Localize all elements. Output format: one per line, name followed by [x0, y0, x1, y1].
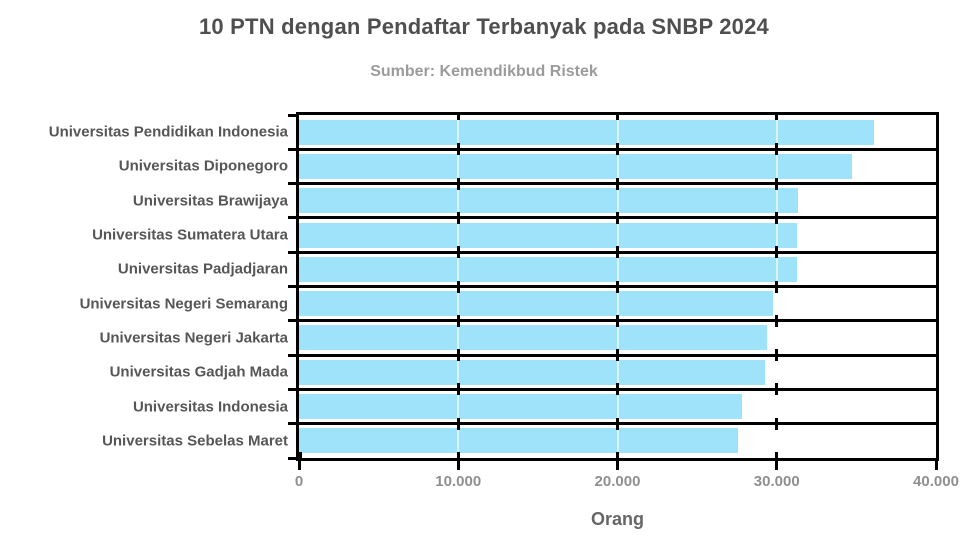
- x-tick-label: 10.000: [435, 473, 482, 490]
- bar: [299, 325, 768, 351]
- bar: [299, 256, 798, 282]
- tick-cross: [456, 349, 460, 362]
- x-tick-label: 40.000: [913, 473, 959, 490]
- tick-cross: [616, 452, 619, 458]
- y-tick-mark: [288, 353, 296, 357]
- tick-cross: [616, 246, 619, 259]
- bar: [299, 153, 852, 179]
- y-tick-mark: [288, 147, 296, 151]
- plot-area: [296, 112, 939, 461]
- category-label: Universitas Pendidikan Indonesia: [48, 123, 288, 141]
- tick-cross: [456, 246, 460, 259]
- category-label: Universitas Indonesia: [132, 398, 288, 416]
- chart-title: 10 PTN dengan Pendaftar Terbanyak pada S…: [199, 14, 769, 39]
- x-tick-label: 30.000: [753, 473, 800, 490]
- bar: [299, 394, 742, 420]
- tick-cross: [456, 452, 460, 458]
- tick-cross: [456, 211, 460, 224]
- y-tick-mark: [288, 250, 296, 254]
- x-tick-mark: [297, 461, 301, 470]
- tick-cross: [775, 211, 779, 224]
- bar: [299, 119, 874, 145]
- x-tick-label: 0: [294, 473, 304, 490]
- tick-cross: [456, 115, 460, 120]
- category-label: Universitas Gadjah Mada: [109, 363, 288, 381]
- x-tick-mark: [456, 461, 460, 470]
- tick-cross: [616, 177, 619, 190]
- bar: [299, 359, 765, 385]
- tick-cross: [775, 280, 779, 293]
- bar: [299, 222, 798, 248]
- tick-cross: [775, 246, 779, 259]
- tick-cross: [616, 314, 619, 327]
- tick-cross: [616, 115, 619, 120]
- tick-cross: [456, 280, 460, 293]
- tick-cross: [456, 314, 460, 327]
- tick-cross: [775, 452, 779, 458]
- tick-cross: [775, 417, 779, 430]
- tick-cross: [775, 314, 779, 327]
- y-tick-mark: [288, 422, 296, 426]
- tick-cross: [775, 143, 779, 156]
- tick-cross: [456, 177, 460, 190]
- tick-cross: [775, 349, 779, 362]
- tick-cross: [616, 383, 619, 396]
- category-label: Universitas Sumatera Utara: [92, 226, 288, 244]
- tick-cross: [775, 383, 779, 396]
- chart-subtitle: Sumber: Kemendikbud Ristek: [370, 63, 598, 80]
- tick-cross: [775, 177, 779, 190]
- bar: [299, 188, 799, 214]
- category-label: Universitas Padjadjaran: [117, 260, 288, 278]
- tick-cross: [616, 417, 619, 430]
- y-tick-mark: [288, 319, 296, 323]
- tick-cross: [616, 211, 619, 224]
- tick-cross: [616, 280, 619, 293]
- tick-cross: [456, 143, 460, 156]
- category-label: Universitas Sebelas Maret: [102, 432, 288, 450]
- x-tick-mark: [934, 461, 938, 470]
- y-tick-mark: [288, 216, 296, 220]
- category-label: Universitas Brawijaya: [132, 192, 288, 210]
- tick-cross: [456, 383, 460, 396]
- bar: [299, 291, 773, 317]
- x-axis-title: Orang: [590, 509, 644, 529]
- y-tick-mark: [288, 113, 296, 117]
- x-tick-label: 20.000: [594, 473, 641, 490]
- category-label: Universitas Negeri Semarang: [79, 295, 288, 313]
- x-tick-mark: [775, 461, 779, 470]
- y-tick-mark: [288, 285, 296, 288]
- y-tick-mark: [288, 387, 296, 391]
- bar: [299, 428, 738, 454]
- tick-cross: [456, 417, 460, 430]
- tick-cross: [616, 349, 619, 362]
- x-tick-mark: [616, 461, 619, 470]
- tick-cross: [616, 143, 619, 156]
- tick-cross: [299, 452, 302, 458]
- category-label: Universitas Negeri Jakarta: [99, 329, 288, 347]
- category-label: Universitas Diponegoro: [118, 157, 288, 175]
- y-tick-mark: [288, 182, 296, 186]
- tick-cross: [775, 115, 779, 120]
- y-tick-mark: [288, 456, 296, 460]
